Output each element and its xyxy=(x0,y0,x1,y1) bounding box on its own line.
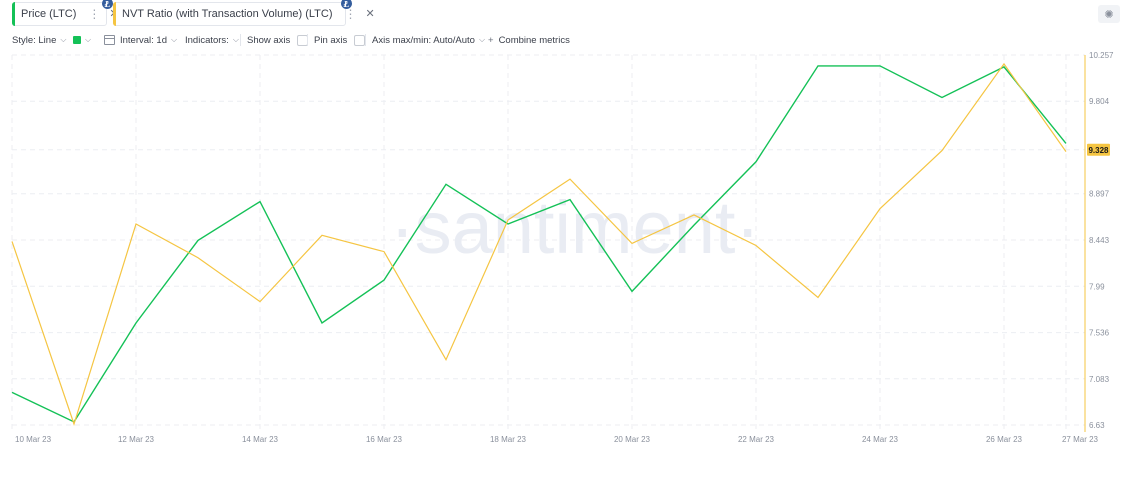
show-axis-label: Show axis xyxy=(247,35,290,46)
style-label: Style: Line xyxy=(12,35,56,46)
axis-maxmin-dropdown[interactable]: Axis max/min: Auto/Auto ⌵ xyxy=(372,33,485,47)
x-tick-label: 16 Mar 23 xyxy=(366,435,403,444)
current-value-marker: 9.328 xyxy=(1087,144,1110,156)
y-tick-label: 8.443 xyxy=(1089,236,1110,245)
current-value-label: 9.328 xyxy=(1088,146,1109,155)
y-tick-label: 8.897 xyxy=(1089,190,1110,199)
y-tick-label: 7.083 xyxy=(1089,375,1110,384)
x-tick-label: 14 Mar 23 xyxy=(242,435,279,444)
x-tick-label: 26 Mar 23 xyxy=(986,435,1023,444)
y-tick-label: 10.257 xyxy=(1089,51,1114,60)
x-tick-label: 20 Mar 23 xyxy=(614,435,651,444)
interval-dropdown[interactable]: Interval: 1d ⌵ xyxy=(104,33,177,47)
calendar-icon xyxy=(104,35,115,45)
chevron-down-icon: ⌵ xyxy=(60,35,66,45)
tab-color-accent xyxy=(12,2,15,26)
tab-label: NVT Ratio (with Transaction Volume) (LTC… xyxy=(114,8,333,20)
color-swatch xyxy=(73,36,81,44)
x-tick-label: 12 Mar 23 xyxy=(118,435,155,444)
x-tick-label: 18 Mar 23 xyxy=(490,435,527,444)
axis-maxmin-label: Axis max/min: Auto/Auto xyxy=(372,35,475,46)
x-tick-label: 22 Mar 23 xyxy=(738,435,775,444)
x-tick-label: 27 Mar 23 xyxy=(1062,435,1099,444)
y-tick-label: 7.99 xyxy=(1089,282,1105,291)
tab-label: Price (LTC) xyxy=(13,8,76,20)
chevron-down-icon: ⌵ xyxy=(171,35,177,45)
x-tick-label: 24 Mar 23 xyxy=(862,435,899,444)
metric-tab-price[interactable]: Price (LTC) ⋮ ✕ Ł xyxy=(12,2,107,26)
chevron-down-icon: ⌵ xyxy=(85,35,91,45)
toolbar-divider xyxy=(240,34,241,46)
plus-icon: + xyxy=(488,35,494,46)
settings-button[interactable]: ✺ xyxy=(1098,5,1120,23)
y-tick-label: 7.536 xyxy=(1089,329,1110,338)
show-axis-toggle[interactable]: Show axis xyxy=(247,33,308,47)
indicators-label: Indicators: xyxy=(185,35,229,46)
combine-metrics-button[interactable]: + Combine metrics xyxy=(488,33,570,47)
more-options-icon[interactable]: ⋮ xyxy=(345,8,357,20)
chart-canvas[interactable]: ·santiment· 10.257 9.804 8.897 8.443 7.99 7.5… xyxy=(0,48,1125,448)
combine-metrics-label: Combine metrics xyxy=(499,35,570,46)
pin-axis-label: Pin axis xyxy=(314,35,347,46)
pin-axis-checkbox[interactable] xyxy=(354,35,365,46)
style-dropdown[interactable]: Style: Line ⌵ xyxy=(12,33,66,47)
gear-icon: ✺ xyxy=(1104,8,1113,21)
x-axis-ticks: 10 Mar 23 12 Mar 23 14 Mar 23 16 Mar 23 18 M… xyxy=(15,435,1099,444)
metric-tab-nvt[interactable]: NVT Ratio (with Transaction Volume) (LTC… xyxy=(113,2,346,26)
indicators-dropdown[interactable]: Indicators: ⌵ xyxy=(185,33,239,47)
tab-color-accent xyxy=(113,2,116,26)
chevron-down-icon: ⌵ xyxy=(479,35,485,45)
toolbar-divider xyxy=(307,34,308,46)
close-icon[interactable]: ✕ xyxy=(366,9,375,20)
y-axis-ticks: 10.257 9.804 8.897 8.443 7.99 7.536 7.083 6.63 xyxy=(1089,51,1114,430)
y-tick-label: 9.804 xyxy=(1089,97,1110,106)
y-tick-label: 6.63 xyxy=(1089,421,1105,430)
more-options-icon[interactable]: ⋮ xyxy=(88,8,100,20)
color-picker[interactable]: ⌵ xyxy=(73,33,91,47)
toolbar-divider xyxy=(365,34,366,46)
santiment-watermark: ·santiment· xyxy=(390,186,760,269)
chevron-down-icon: ⌵ xyxy=(233,35,239,45)
interval-label: Interval: 1d xyxy=(120,35,167,46)
x-tick-label: 10 Mar 23 xyxy=(15,435,52,444)
pin-axis-toggle[interactable]: Pin axis xyxy=(314,33,365,47)
